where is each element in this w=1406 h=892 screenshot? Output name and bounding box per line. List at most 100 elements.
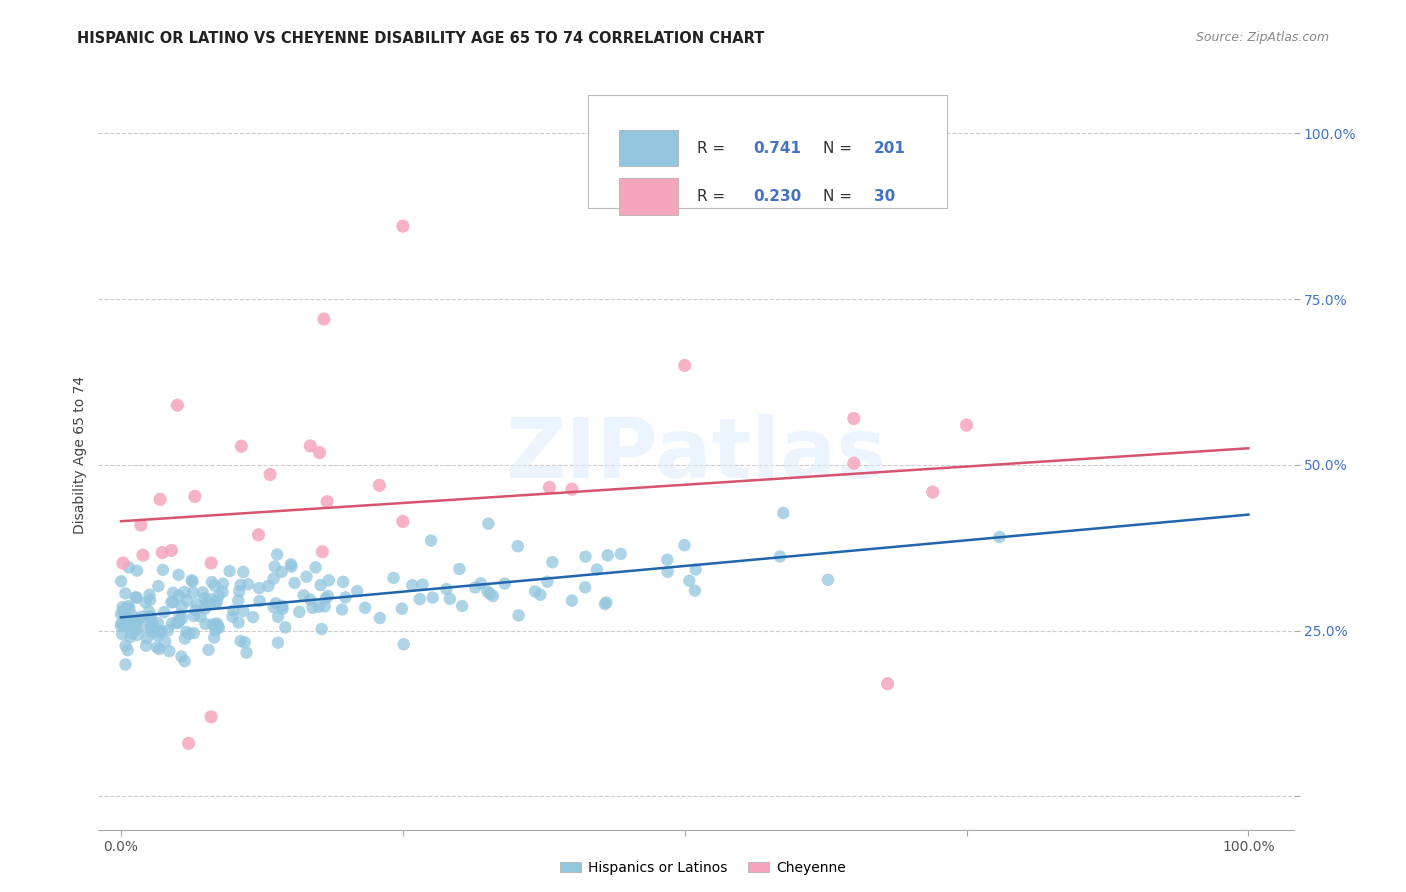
Hispanics or Latinos bbox=[134, 620, 156, 634]
Hispanics or Latinos bbox=[401, 578, 423, 592]
Hispanics or Latinos bbox=[157, 624, 180, 638]
Hispanics or Latinos bbox=[451, 599, 474, 613]
Hispanics or Latinos bbox=[194, 601, 217, 615]
Hispanics or Latinos bbox=[218, 564, 240, 578]
Hispanics or Latinos bbox=[436, 582, 458, 596]
Cheyenne bbox=[231, 439, 253, 453]
Hispanics or Latinos bbox=[169, 607, 191, 622]
Hispanics or Latinos bbox=[420, 533, 443, 548]
Cheyenne bbox=[392, 219, 415, 234]
Hispanics or Latinos bbox=[162, 595, 184, 609]
Hispanics or Latinos bbox=[157, 644, 180, 658]
Hispanics or Latinos bbox=[125, 591, 148, 605]
Hispanics or Latinos bbox=[118, 601, 141, 615]
Y-axis label: Disability Age 65 to 74: Disability Age 65 to 74 bbox=[73, 376, 87, 534]
Hispanics or Latinos bbox=[174, 624, 197, 639]
Hispanics or Latinos bbox=[153, 605, 176, 619]
Hispanics or Latinos bbox=[316, 589, 339, 603]
Hispanics or Latinos bbox=[494, 576, 516, 591]
Hispanics or Latinos bbox=[184, 603, 207, 617]
Text: 30: 30 bbox=[875, 189, 896, 204]
Hispanics or Latinos bbox=[183, 609, 205, 624]
Hispanics or Latinos bbox=[229, 578, 252, 592]
Hispanics or Latinos bbox=[228, 615, 250, 630]
Hispanics or Latinos bbox=[146, 628, 169, 642]
Hispanics or Latinos bbox=[177, 627, 200, 641]
Cheyenne bbox=[538, 480, 561, 494]
Hispanics or Latinos bbox=[271, 602, 294, 616]
Hispanics or Latinos bbox=[112, 604, 135, 618]
Hispanics or Latinos bbox=[125, 615, 148, 630]
Hispanics or Latinos bbox=[267, 636, 290, 650]
Hispanics or Latinos bbox=[146, 640, 169, 655]
Cheyenne bbox=[842, 456, 865, 470]
Cheyenne bbox=[673, 359, 696, 373]
Hispanics or Latinos bbox=[181, 585, 204, 599]
Hispanics or Latinos bbox=[134, 595, 156, 609]
Legend: Hispanics or Latinos, Cheyenne: Hispanics or Latinos, Cheyenne bbox=[555, 855, 851, 880]
Hispanics or Latinos bbox=[204, 624, 226, 638]
Text: Source: ZipAtlas.com: Source: ZipAtlas.com bbox=[1195, 31, 1329, 45]
Hispanics or Latinos bbox=[610, 547, 633, 561]
Hispanics or Latinos bbox=[114, 657, 136, 672]
Hispanics or Latinos bbox=[114, 586, 136, 600]
FancyBboxPatch shape bbox=[589, 95, 948, 208]
Hispanics or Latinos bbox=[391, 601, 413, 615]
Hispanics or Latinos bbox=[110, 574, 132, 589]
Hispanics or Latinos bbox=[195, 595, 218, 609]
Hispanics or Latinos bbox=[131, 609, 153, 624]
Hispanics or Latinos bbox=[207, 618, 229, 632]
Hispanics or Latinos bbox=[464, 581, 486, 595]
Hispanics or Latinos bbox=[205, 616, 228, 631]
Hispanics or Latinos bbox=[232, 565, 254, 579]
Hispanics or Latinos bbox=[139, 592, 162, 607]
Cheyenne bbox=[177, 736, 200, 750]
Hispanics or Latinos bbox=[193, 591, 215, 606]
Cheyenne bbox=[160, 543, 183, 558]
Hispanics or Latinos bbox=[382, 571, 405, 585]
Hispanics or Latinos bbox=[529, 588, 551, 602]
Hispanics or Latinos bbox=[110, 607, 132, 621]
Hispanics or Latinos bbox=[988, 530, 1011, 544]
Hispanics or Latinos bbox=[264, 596, 287, 610]
Hispanics or Latinos bbox=[211, 585, 233, 599]
Hispanics or Latinos bbox=[295, 570, 318, 584]
Hispanics or Latinos bbox=[167, 589, 190, 603]
Hispanics or Latinos bbox=[228, 584, 250, 599]
Hispanics or Latinos bbox=[114, 639, 136, 653]
Hispanics or Latinos bbox=[368, 611, 391, 625]
Hispanics or Latinos bbox=[138, 605, 160, 619]
Hispanics or Latinos bbox=[257, 579, 280, 593]
Hispanics or Latinos bbox=[284, 576, 307, 591]
Hispanics or Latinos bbox=[173, 632, 195, 646]
Hispanics or Latinos bbox=[114, 607, 136, 622]
Hispanics or Latinos bbox=[678, 574, 700, 588]
Hispanics or Latinos bbox=[197, 596, 219, 610]
Hispanics or Latinos bbox=[524, 584, 547, 599]
Cheyenne bbox=[368, 478, 391, 492]
Hispanics or Latinos bbox=[232, 604, 254, 618]
Hispanics or Latinos bbox=[121, 608, 143, 623]
Hispanics or Latinos bbox=[769, 549, 792, 564]
Hispanics or Latinos bbox=[657, 565, 679, 579]
Hispanics or Latinos bbox=[470, 576, 492, 591]
Hispanics or Latinos bbox=[222, 603, 245, 617]
Cheyenne bbox=[247, 528, 270, 542]
Hispanics or Latinos bbox=[197, 642, 219, 657]
Text: N =: N = bbox=[823, 141, 856, 155]
Hispanics or Latinos bbox=[332, 574, 354, 589]
Hispanics or Latinos bbox=[229, 634, 252, 648]
Text: 0.741: 0.741 bbox=[754, 141, 801, 155]
Hispanics or Latinos bbox=[304, 560, 326, 574]
Cheyenne bbox=[876, 676, 898, 690]
Hispanics or Latinos bbox=[439, 591, 461, 606]
Hispanics or Latinos bbox=[346, 584, 368, 599]
Hispanics or Latinos bbox=[125, 564, 148, 578]
Text: 0.230: 0.230 bbox=[754, 189, 801, 204]
Hispanics or Latinos bbox=[263, 572, 285, 586]
Hispanics or Latinos bbox=[150, 624, 173, 639]
Hispanics or Latinos bbox=[124, 614, 146, 628]
Hispanics or Latinos bbox=[249, 594, 271, 608]
Hispanics or Latinos bbox=[194, 617, 217, 632]
Hispanics or Latinos bbox=[125, 590, 148, 604]
